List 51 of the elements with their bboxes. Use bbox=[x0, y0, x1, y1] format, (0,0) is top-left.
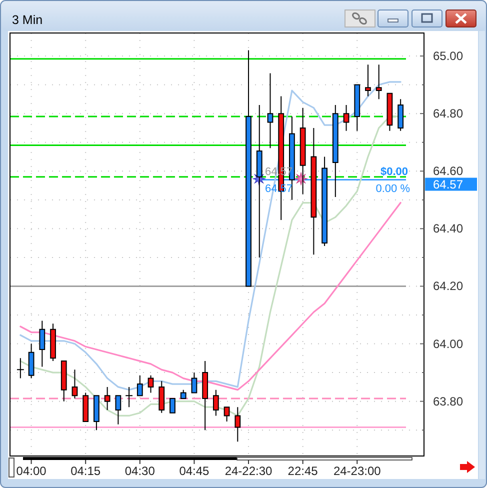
annotation: $0.00 bbox=[380, 166, 408, 178]
y-tick-label: 64.60 bbox=[433, 164, 464, 178]
candlestick bbox=[104, 386, 110, 410]
line-series bbox=[20, 202, 402, 391]
candlestick bbox=[267, 72, 274, 149]
candlestick bbox=[60, 360, 67, 402]
candlestick bbox=[72, 369, 78, 399]
candlestick bbox=[322, 156, 328, 246]
candlestick bbox=[310, 127, 317, 256]
annotation: 0.00 % bbox=[376, 182, 410, 195]
candlestick bbox=[82, 392, 89, 422]
candlestick bbox=[212, 389, 219, 416]
y-tick-label: 63.80 bbox=[433, 394, 464, 408]
y-tick-label: 64.80 bbox=[433, 106, 464, 121]
candlestick bbox=[50, 323, 56, 362]
candlestick bbox=[256, 104, 262, 258]
x-tick-label: 24-23:00 bbox=[333, 464, 382, 478]
y-tick-label: 64.00 bbox=[433, 336, 464, 351]
y-tick-label: 65.00 bbox=[433, 49, 464, 64]
candlestick bbox=[170, 398, 176, 414]
candlestick bbox=[148, 374, 154, 394]
candlestick bbox=[94, 395, 100, 431]
candlestick bbox=[386, 92, 393, 132]
candlestick bbox=[343, 104, 350, 132]
candlestick bbox=[376, 64, 382, 100]
candlestick bbox=[332, 104, 338, 198]
x-tick-label: 04:45 bbox=[179, 464, 210, 478]
candlestick bbox=[300, 107, 306, 195]
candlestick bbox=[191, 372, 198, 394]
x-tick-label: 22:45 bbox=[288, 464, 318, 478]
candlestick bbox=[234, 406, 241, 442]
candlestick bbox=[125, 386, 133, 408]
candlestick bbox=[398, 98, 404, 132]
candlestick bbox=[180, 389, 186, 399]
x-tick-label: 04:30 bbox=[124, 464, 156, 478]
x-tick-label: 04:15 bbox=[70, 464, 101, 478]
candlestick bbox=[39, 320, 46, 368]
candlestick bbox=[28, 343, 34, 379]
candlestick bbox=[354, 84, 360, 132]
candlestick bbox=[158, 380, 165, 414]
x-tick-label: 24-22:30 bbox=[224, 464, 273, 478]
y-tick-label: 64.20 bbox=[433, 279, 464, 294]
candlestick bbox=[224, 406, 230, 422]
candlestick bbox=[115, 395, 122, 425]
ref-line-label: 64.57 bbox=[433, 177, 464, 192]
candlestick bbox=[202, 360, 208, 431]
y-tick-label: 64.40 bbox=[433, 222, 464, 236]
x-tick-label: 04:00 bbox=[16, 464, 47, 478]
candlestick bbox=[136, 374, 143, 396]
chart-title: 3 Min bbox=[12, 13, 43, 27]
candlestick bbox=[365, 64, 371, 97]
